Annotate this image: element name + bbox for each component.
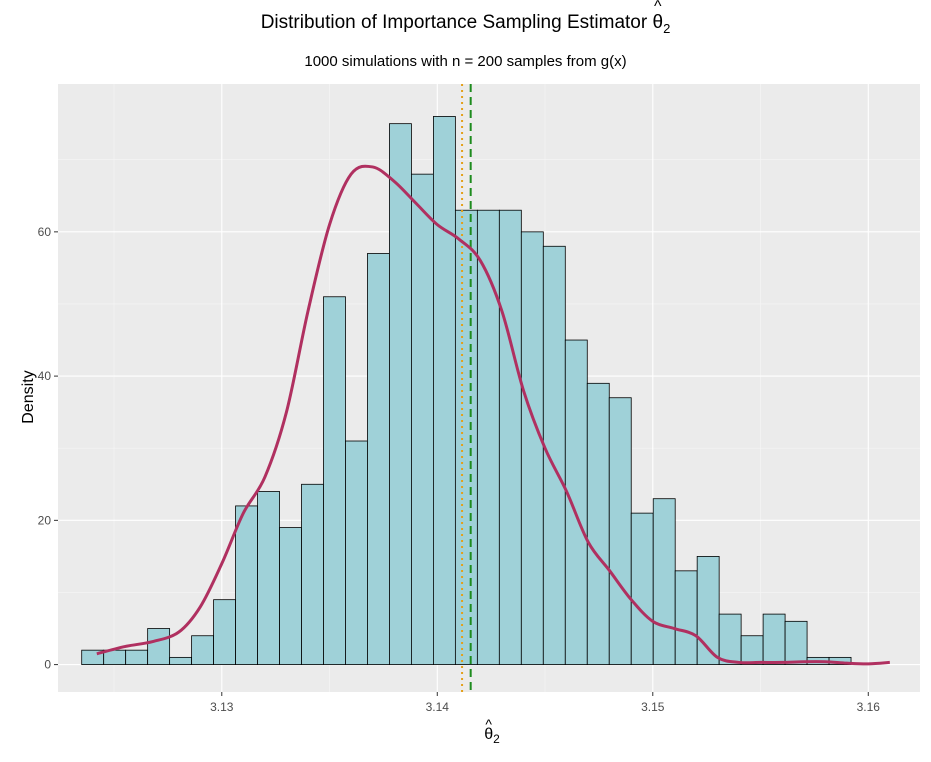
histogram-bar	[147, 628, 171, 665]
histogram-bar	[345, 440, 368, 665]
histogram-bar	[367, 253, 390, 665]
y-tick-label: 40	[38, 369, 52, 383]
histogram-bar	[125, 649, 149, 665]
histogram-bar	[235, 505, 258, 665]
chart-title: Distribution of Importance Sampling Esti…	[0, 0, 931, 36]
chart-subtitle: 1000 simulations with n = 200 samples fr…	[304, 53, 627, 70]
histogram-bar	[542, 245, 566, 665]
y-tick-label: 0	[44, 658, 51, 672]
chart-title-text: Distribution of Importance Sampling Esti…	[260, 12, 648, 33]
histogram-bar	[301, 483, 324, 665]
histogram-bar	[564, 339, 588, 665]
x-tick-label: 3.15	[641, 700, 665, 714]
histogram-bar	[740, 635, 764, 665]
title-hat: ^	[654, 0, 662, 15]
title-theta-symbol: ^ θ	[652, 0, 664, 33]
x-tick-label: 3.14	[426, 700, 450, 714]
x-axis-label: ^ θ2	[472, 716, 512, 747]
y-tick-label: 20	[38, 513, 52, 527]
x-tick-label: 3.16	[857, 700, 881, 714]
histogram-bar	[762, 613, 786, 665]
histogram-bar	[454, 209, 478, 665]
histogram-bar	[279, 527, 302, 665]
xlabel-hat: ^	[485, 716, 492, 732]
histogram-bar	[608, 397, 632, 665]
x-tick-label: 3.13	[210, 700, 234, 714]
histogram-bar	[498, 209, 522, 665]
histogram-bar	[323, 296, 346, 665]
histogram-bar	[191, 635, 214, 665]
histogram-bar	[213, 599, 236, 665]
histogram-bar	[696, 556, 720, 665]
y-tick-label: 60	[38, 225, 52, 239]
histogram-bar	[257, 491, 280, 665]
histogram-bar	[630, 512, 654, 665]
histogram-bar	[784, 620, 808, 665]
histogram-bar	[169, 656, 193, 665]
xlabel-symbol: θ	[484, 726, 494, 743]
histogram-bar	[433, 116, 456, 665]
density-curve	[96, 164, 890, 666]
title-subscript: 2	[663, 20, 671, 36]
histogram-bar	[586, 382, 610, 665]
xlabel-subscript: 2	[493, 732, 500, 747]
histogram-bar	[389, 123, 412, 665]
histogram-bar	[674, 570, 698, 665]
histogram-bar	[652, 498, 676, 665]
histogram-bar	[718, 613, 742, 665]
histogram-bar	[411, 173, 434, 665]
histogram-bar	[520, 231, 544, 665]
y-axis-label: Density	[20, 370, 37, 424]
